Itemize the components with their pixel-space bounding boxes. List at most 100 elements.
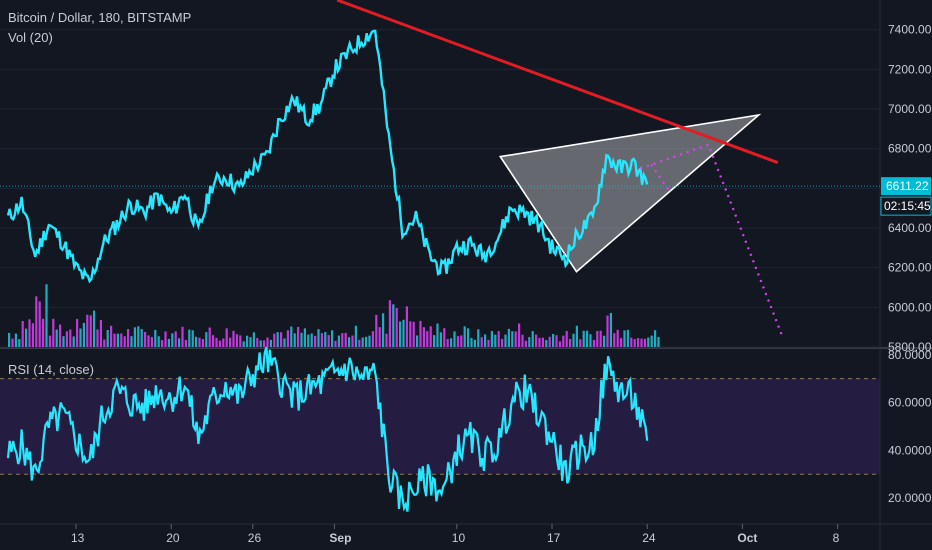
volume-bar (181, 326, 184, 347)
volume-bar (286, 330, 289, 347)
volume-bar (453, 331, 456, 347)
time-tick-label: 10 (452, 531, 466, 545)
symbol-legend[interactable]: Bitcoin / Dollar, 180, BITSTAMP (8, 10, 192, 25)
volume-bar (375, 314, 378, 347)
volume-bar (113, 333, 116, 347)
volume-bar (164, 331, 167, 347)
volume-bar (562, 335, 565, 347)
volume-bar (35, 296, 38, 347)
volume-bar (511, 331, 514, 347)
volume-bar (643, 338, 646, 347)
volume-bar (514, 331, 517, 347)
volume-bar (144, 331, 147, 347)
price-tick-label: 6000.00 (888, 300, 932, 314)
volume-bar (395, 307, 398, 347)
volume-bar (388, 300, 391, 347)
time-tick-label: 26 (248, 531, 262, 545)
projection-dip (650, 164, 670, 191)
volume-bar (528, 337, 531, 347)
volume-bar (235, 334, 238, 347)
volume-bar (630, 337, 633, 347)
volume-bar (120, 333, 123, 347)
volume-bar (572, 333, 575, 347)
volume-bar (256, 338, 259, 347)
volume-bar (484, 334, 487, 347)
volume-bar (507, 328, 510, 347)
time-tick-label: Oct (737, 531, 757, 545)
volume-bar (405, 306, 408, 347)
volume-bar (225, 328, 228, 347)
volume-bar (623, 330, 626, 347)
price-tick-label: 6400.00 (888, 221, 932, 235)
rsi-tick-label: 40.0000 (888, 443, 932, 457)
volume-bar (487, 339, 490, 347)
volume-bar (106, 329, 109, 347)
volume-bar (450, 338, 453, 347)
volume-bar (86, 314, 89, 347)
volume-bar (586, 330, 589, 347)
volume-bar (637, 338, 640, 347)
volume-bar (79, 328, 82, 347)
price-line (6, 29, 649, 284)
volume-bar (198, 337, 201, 347)
volume-bar (409, 321, 412, 347)
volume-bar (290, 326, 293, 347)
time-tick-label: 13 (71, 531, 85, 545)
volume-bar (239, 335, 242, 347)
volume-bar (147, 335, 150, 347)
volume-bar (480, 337, 483, 347)
volume-bar (596, 330, 599, 347)
volume-bar (18, 339, 21, 347)
volume-bar (358, 339, 361, 347)
volume-bar (99, 319, 102, 347)
rsi-line (6, 346, 649, 512)
volume-bar (195, 336, 198, 347)
volume-legend[interactable]: Vol (20) (8, 30, 53, 45)
volume-bar (331, 330, 334, 347)
price-series (0, 29, 880, 284)
volume-bar (399, 321, 402, 347)
volume-bar (473, 339, 476, 347)
volume-bar (477, 329, 480, 347)
volume-bar (48, 335, 51, 347)
price-tick-label: 5800.00 (888, 340, 932, 354)
volume-bar (222, 338, 225, 347)
price-tick-label: 6800.00 (888, 142, 932, 156)
rsi-tick-label: 60.0000 (888, 396, 932, 410)
volume-bar (541, 337, 544, 347)
volume-bar (212, 335, 215, 347)
volume-bar (167, 338, 170, 347)
volume-bar (161, 340, 164, 347)
volume-bar (59, 324, 62, 347)
volume-bar (460, 335, 463, 347)
volume-bar (266, 337, 269, 347)
volume-bar (232, 330, 235, 347)
price-tick-label: 7200.00 (888, 62, 932, 76)
time-tick-label: Sep (329, 531, 351, 545)
volume-bar (14, 333, 17, 347)
volume-bar (150, 337, 153, 347)
volume-bar (531, 331, 534, 347)
volume-bar (603, 335, 606, 347)
volume-bar (174, 331, 177, 347)
volume-bar (89, 315, 92, 347)
rsi-legend[interactable]: RSI (14, close) (8, 362, 94, 377)
countdown-value: 02:15:45 (884, 199, 931, 213)
volume-bar (280, 332, 283, 347)
volume-bar (606, 315, 609, 347)
volume-bar (582, 330, 585, 347)
volume-bar (354, 325, 357, 347)
price-tick-label: 6200.00 (888, 261, 932, 275)
volume-bar (249, 337, 252, 347)
volume-bar (320, 333, 323, 347)
volume-bar (263, 340, 266, 347)
volume-bar (654, 330, 657, 347)
last-price-value: 6611.22 (886, 179, 929, 193)
volume-bar (314, 335, 317, 347)
volume-bar (456, 336, 459, 347)
volume-bar (538, 337, 541, 347)
volume-bar (11, 338, 14, 347)
volume-bar (140, 328, 143, 347)
